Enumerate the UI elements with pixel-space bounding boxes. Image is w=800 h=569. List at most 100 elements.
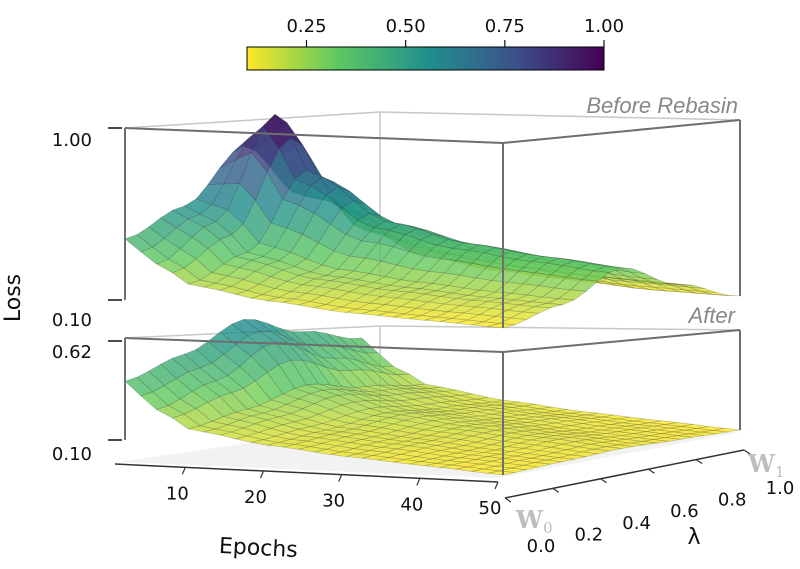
epochs-ticks: 10 20 30 40 50 — [166, 467, 501, 519]
surface-patch — [235, 435, 263, 443]
epochs-tick-label: 40 — [400, 494, 423, 515]
surface-patch — [325, 366, 355, 388]
surface-patch — [297, 393, 327, 404]
surface-patch — [365, 441, 393, 448]
top-panel-front-frame — [124, 119, 741, 328]
surface-patch — [598, 424, 626, 429]
surface-patch — [464, 398, 492, 404]
surface-patch — [257, 427, 288, 437]
surface-patch — [570, 451, 598, 457]
lambda-tick-label: 1.0 — [766, 478, 795, 499]
surface-patch — [349, 337, 379, 354]
surface-patch — [404, 456, 433, 462]
epochs-tick-mark — [259, 470, 265, 479]
surface-patch — [250, 346, 280, 373]
surface-patch — [424, 462, 452, 468]
surface-patch — [455, 294, 484, 301]
z-tick-bottom-max: 0.62 — [52, 342, 92, 363]
surface-patch — [393, 405, 421, 411]
colorbar-tick-label: 0.50 — [386, 16, 426, 37]
surface-patch — [487, 323, 515, 329]
surface-patch — [383, 297, 414, 307]
colorbar-gradient — [246, 46, 605, 71]
surface-patch — [357, 360, 386, 374]
surface-patch — [668, 426, 697, 431]
surface-patch — [486, 255, 516, 270]
surface-patch — [523, 429, 551, 434]
lambda-tick-mark — [504, 497, 512, 503]
lambda-tick-mark — [695, 459, 703, 465]
surface-patch — [187, 367, 217, 386]
epochs-tick-mark — [416, 478, 421, 486]
surface-after — [124, 319, 741, 476]
surface-patch — [416, 415, 445, 422]
surface-patch — [471, 468, 500, 474]
surface-patch — [235, 408, 264, 417]
surface-patch — [439, 318, 468, 324]
z-axis-label: Loss — [1, 274, 26, 322]
epochs-tick-mark — [181, 467, 186, 475]
lambda-tick-label: 0.4 — [622, 513, 651, 534]
surface-patch — [609, 273, 638, 281]
surface-patch — [637, 285, 666, 292]
surface-patch — [432, 391, 461, 397]
surface-patch — [558, 425, 587, 431]
lambda-tick-mark — [600, 478, 607, 484]
surface-patch — [313, 330, 344, 348]
surface-patch — [195, 341, 225, 364]
surface-patch — [333, 436, 362, 443]
surface-patch — [207, 239, 236, 265]
surface-patch — [219, 139, 248, 169]
surface-patch — [546, 438, 575, 445]
surface-patch — [349, 439, 378, 446]
surface-patch — [242, 199, 272, 244]
surface-patch — [471, 252, 501, 267]
surface-patch — [676, 283, 705, 289]
surface-patch — [455, 319, 484, 326]
colorbar-ticks: 0.25 0.50 0.75 1.00 — [286, 16, 624, 47]
w1-subscript: 1 — [775, 463, 785, 481]
surface-patch — [416, 435, 445, 441]
surface-patch — [302, 432, 330, 439]
surface-patch — [186, 279, 217, 288]
surface-patch — [549, 265, 579, 278]
surface-patch — [511, 430, 539, 436]
lambda-start-label: W0 — [515, 505, 553, 537]
surface-patch — [578, 443, 606, 450]
surface-patch — [325, 426, 354, 433]
lambda-tick-label: 0.2 — [574, 524, 603, 545]
surface-patch — [478, 280, 508, 293]
surface-patch — [471, 419, 500, 424]
colorbar-tick-label: 0.75 — [485, 16, 525, 37]
lambda-ticks: 0.0 0.2 0.4 0.6 0.8 1.0 — [504, 449, 795, 557]
w1-label: W — [747, 449, 776, 478]
surface-patch — [202, 282, 233, 291]
surface-patch — [342, 386, 370, 392]
epochs-axis-line — [114, 463, 499, 483]
surface-patch — [392, 234, 422, 252]
lambda-tick-label: 0.0 — [527, 536, 556, 557]
z-tick-bottom-min: 0.10 — [52, 444, 92, 465]
surface-patch — [309, 295, 339, 305]
panel-label-after: After — [687, 303, 737, 328]
surface-patch — [546, 427, 575, 432]
surface-patch — [329, 404, 359, 416]
surface-patch — [593, 446, 622, 452]
surface-patch — [361, 369, 391, 386]
z-tick-top-min: 0.10 — [52, 310, 92, 331]
surface-patch — [124, 234, 154, 253]
colorbar-tick-label: 0.25 — [286, 16, 326, 37]
surface-patch — [289, 408, 320, 420]
lambda-tick-mark — [743, 449, 751, 455]
surface-patch — [136, 370, 165, 393]
surface-patch — [195, 401, 225, 422]
epochs-tick-label: 10 — [166, 483, 189, 504]
surface-patch — [534, 302, 563, 309]
w0-subscript: 0 — [543, 519, 553, 537]
surface-patch — [440, 447, 468, 454]
surface-patch — [503, 299, 531, 306]
surface-patch — [211, 353, 240, 376]
surface-patch — [246, 405, 277, 414]
epochs-tick-mark — [494, 481, 499, 490]
